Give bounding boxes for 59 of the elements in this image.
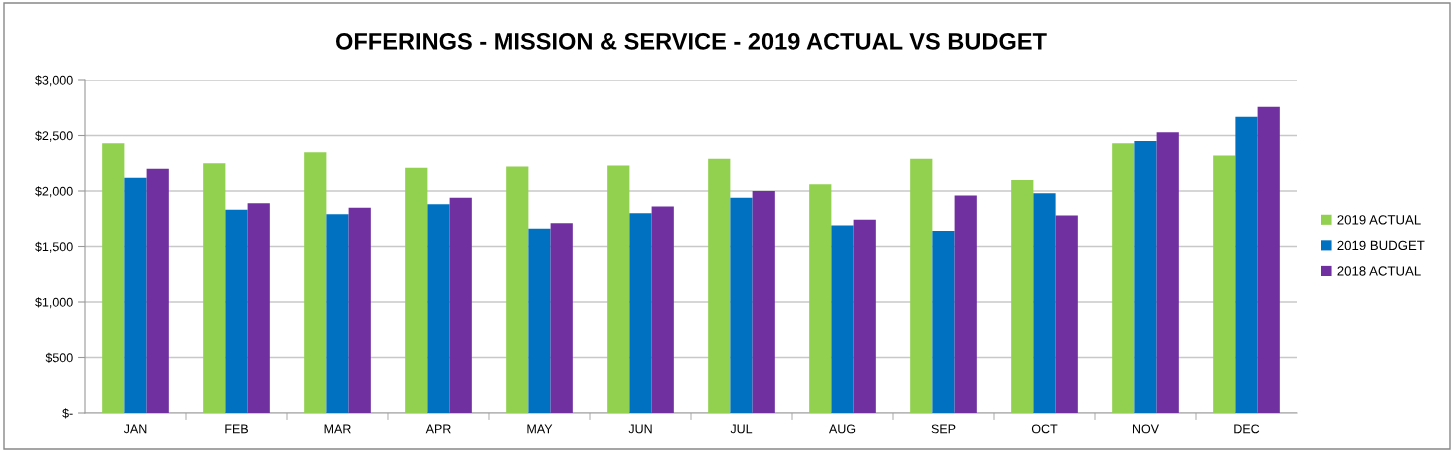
bar	[146, 168, 169, 413]
bar	[1011, 179, 1034, 413]
x-tick-label: JAN	[123, 424, 147, 434]
bar	[910, 158, 933, 413]
bar	[1112, 143, 1135, 413]
bar	[1156, 132, 1179, 413]
bar	[1033, 193, 1056, 413]
bar	[730, 197, 753, 413]
x-tick-label: NOV	[1132, 424, 1159, 434]
x-tick-label: JUN	[628, 424, 652, 434]
y-tick-label: $2,000	[35, 186, 73, 198]
bar	[708, 158, 731, 413]
y-tick-label: $3,000	[35, 75, 73, 87]
y-tick-label: $1,000	[35, 297, 73, 309]
bar	[528, 228, 551, 413]
bar	[651, 206, 674, 413]
chart-title: OFFERINGS - MISSION & SERVICE - 2019 ACTUAL VS BUDGET	[335, 32, 1047, 50]
bar	[124, 177, 147, 413]
bar	[752, 191, 775, 413]
y-tick-label: $500	[45, 352, 73, 363]
bar	[427, 204, 450, 413]
x-tick-label: JUL	[730, 424, 753, 434]
y-tick-label: $1,500	[35, 241, 73, 253]
legend-label: 2018 ACTUAL	[1337, 266, 1421, 276]
bar	[203, 163, 226, 413]
bar	[1213, 155, 1236, 413]
legend-label: 2019 ACTUAL	[1337, 215, 1421, 225]
legend-label: 2019 BUDGET	[1337, 240, 1425, 251]
bar	[102, 143, 125, 413]
bar	[954, 195, 977, 413]
x-tick-label: FEB	[225, 424, 248, 434]
bar	[304, 152, 327, 413]
y-tick-label: $2,500	[35, 130, 73, 142]
bar	[550, 223, 573, 413]
bar	[1235, 116, 1258, 413]
bar	[348, 207, 371, 413]
x-tick-label: MAR	[324, 424, 351, 434]
x-tick-label: APR	[425, 424, 451, 434]
x-tick-label: AUG	[828, 424, 856, 434]
x-tick-label: MAY	[527, 424, 553, 434]
bar	[405, 167, 428, 413]
bar	[629, 213, 652, 413]
x-tick-label: SEP	[931, 424, 956, 434]
bar	[932, 230, 955, 413]
bar	[506, 166, 529, 413]
y-tick-label: $-	[62, 408, 73, 419]
bar	[809, 184, 832, 413]
bar	[1257, 106, 1280, 413]
bar	[831, 225, 854, 413]
bar	[326, 214, 349, 413]
bar	[853, 219, 876, 413]
bar	[1134, 141, 1157, 413]
bar	[247, 203, 270, 413]
bar	[449, 197, 472, 413]
bar	[1055, 215, 1078, 413]
bar	[225, 209, 248, 413]
bar	[607, 165, 630, 413]
x-tick-label: DEC	[1234, 424, 1260, 434]
x-tick-label: OCT	[1031, 424, 1058, 434]
